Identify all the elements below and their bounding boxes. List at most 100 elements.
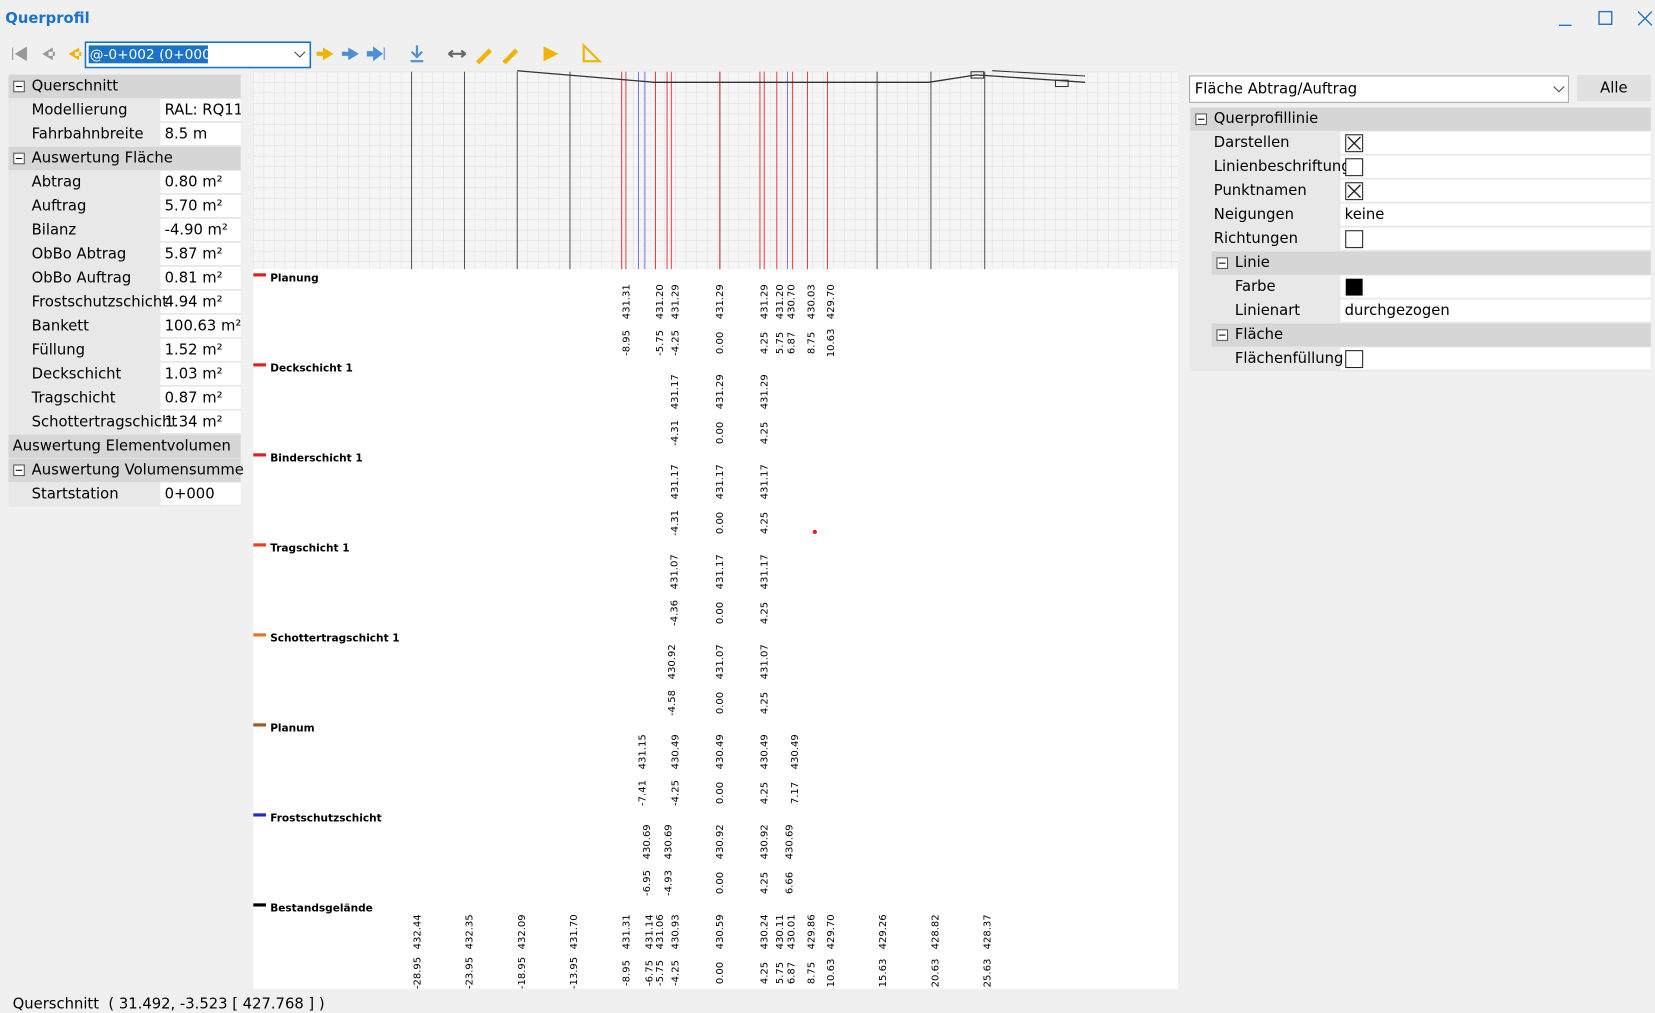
property-value: 0.80 m² <box>165 173 223 190</box>
last-button[interactable] <box>366 46 385 62</box>
edit-button[interactable] <box>476 48 492 65</box>
group-label[interactable]: Auswertung Volumensumme <box>32 461 244 478</box>
group-row <box>1211 251 1651 275</box>
group-label[interactable]: Auswertung Fläche <box>32 149 173 166</box>
first-button[interactable] <box>12 46 27 62</box>
property-value[interactable]: keine <box>1345 206 1385 223</box>
check-mark[interactable] <box>1347 136 1362 151</box>
back-button[interactable] <box>68 47 82 61</box>
group-label[interactable]: Querprofillinie <box>1214 110 1318 127</box>
height-label: 431.17 <box>715 464 726 499</box>
offset-label: -5.75 <box>655 330 666 356</box>
layer-name: Deckschicht 1 <box>270 363 353 375</box>
property-label: Frostschutzschicht <box>32 293 169 310</box>
offset-label: 4.25 <box>759 332 770 354</box>
slope-line <box>992 70 1086 77</box>
offset-label: -4.93 <box>663 870 674 896</box>
dropdown-arrow[interactable] <box>1553 86 1565 93</box>
group-row <box>8 434 241 458</box>
height-label: 431.31 <box>621 914 632 949</box>
offset-label: 25.63 <box>983 959 994 988</box>
cursor-point <box>812 529 817 534</box>
value-cell <box>1340 227 1651 250</box>
group-label[interactable]: Querschnitt <box>32 78 119 95</box>
value-cell <box>1340 347 1651 370</box>
offset-label: 0.00 <box>715 422 726 444</box>
layer-name: Planung <box>270 273 319 285</box>
height-label: 431.29 <box>715 284 726 319</box>
group-label[interactable]: Fläche <box>1235 326 1283 343</box>
all-button[interactable] <box>1576 74 1651 102</box>
group-row <box>8 146 241 171</box>
layer-color <box>253 363 266 367</box>
height-label: 432.44 <box>412 914 423 949</box>
offset-label: 10.63 <box>826 959 837 988</box>
mode-dropdown-text[interactable]: Fläche Abtrag/Auftrag <box>1195 81 1357 98</box>
group-row <box>1211 323 1651 347</box>
property-label: Auftrag <box>32 197 87 214</box>
height-label: 431.29 <box>759 374 770 409</box>
layer-name: Frostschutzschicht <box>270 813 381 825</box>
group-label[interactable]: Auswertung Elementvolumen <box>13 437 231 454</box>
checkbox[interactable] <box>1345 350 1364 369</box>
property-value: 1.52 m² <box>165 341 223 358</box>
value-cell <box>160 122 241 146</box>
value-cell <box>160 362 241 385</box>
combo-arrow[interactable] <box>294 51 306 58</box>
prev-button[interactable] <box>42 47 55 61</box>
group-row <box>8 74 241 99</box>
color-swatch[interactable] <box>1345 278 1363 296</box>
property-value: 0.87 m² <box>165 389 223 406</box>
angle-button[interactable] <box>582 42 603 63</box>
height-label: 431.29 <box>759 284 770 319</box>
edit2-button[interactable] <box>502 48 519 65</box>
next-button[interactable] <box>341 47 359 61</box>
value-cell <box>1340 299 1651 322</box>
download-button[interactable] <box>410 45 424 63</box>
offset-label: 4.25 <box>759 422 770 444</box>
height-label: 431.31 <box>621 284 632 319</box>
offset-label: 8.75 <box>806 962 817 984</box>
height-label: 431.07 <box>759 644 770 679</box>
property-label: Modellierung <box>32 102 128 119</box>
layer-color <box>253 453 266 457</box>
layer-name: Schottertragschicht 1 <box>270 633 399 645</box>
checkbox[interactable] <box>1345 230 1364 249</box>
play-button[interactable] <box>543 46 559 62</box>
drawing-blue-lines <box>638 71 788 270</box>
value-cell <box>1340 179 1651 202</box>
height-label: 430.70 <box>787 284 798 319</box>
offset-label: 6.87 <box>787 962 798 984</box>
offset-label: -18.95 <box>517 957 528 989</box>
profile-band: Planung 431.31 -8.95 431.20 -5.75 431.29 -4.25… <box>253 273 994 989</box>
value-cell <box>160 194 241 218</box>
layer-name: Tragschicht 1 <box>270 543 349 555</box>
height-label: 428.37 <box>983 914 994 949</box>
station-text[interactable]: @-0+002 (0+000) <box>90 47 216 63</box>
height-label: 431.06 <box>655 914 666 949</box>
maximize-button[interactable] <box>1598 10 1613 25</box>
property-value[interactable]: durchgezogen <box>1345 302 1450 319</box>
check-mark[interactable] <box>1347 184 1362 199</box>
forward-button[interactable] <box>316 47 334 61</box>
property-label: Schottertragschicht <box>32 413 178 430</box>
group-label[interactable]: Linie <box>1235 254 1270 271</box>
close-button[interactable] <box>1637 11 1653 26</box>
checkbox[interactable] <box>1345 158 1364 177</box>
height-label: 431.07 <box>669 554 680 589</box>
property-label: Flächenfüllung <box>1235 350 1343 367</box>
symbol <box>1054 79 1069 88</box>
value-cell <box>160 242 241 265</box>
height-label: 431.29 <box>670 284 681 319</box>
property-label: Darstellen <box>1214 134 1290 151</box>
mode-dropdown[interactable] <box>1189 75 1569 103</box>
offset-label: 4.25 <box>759 692 770 714</box>
layer-name: Bestandsgelände <box>270 903 373 915</box>
height-label: 430.49 <box>670 734 681 769</box>
all-button-text[interactable]: Alle <box>1600 80 1627 97</box>
selection <box>88 45 208 64</box>
fit-button[interactable] <box>447 49 467 58</box>
layer-name: Planum <box>270 723 314 735</box>
value-cell <box>160 218 241 241</box>
property-value: 100.63 m² <box>165 317 242 334</box>
